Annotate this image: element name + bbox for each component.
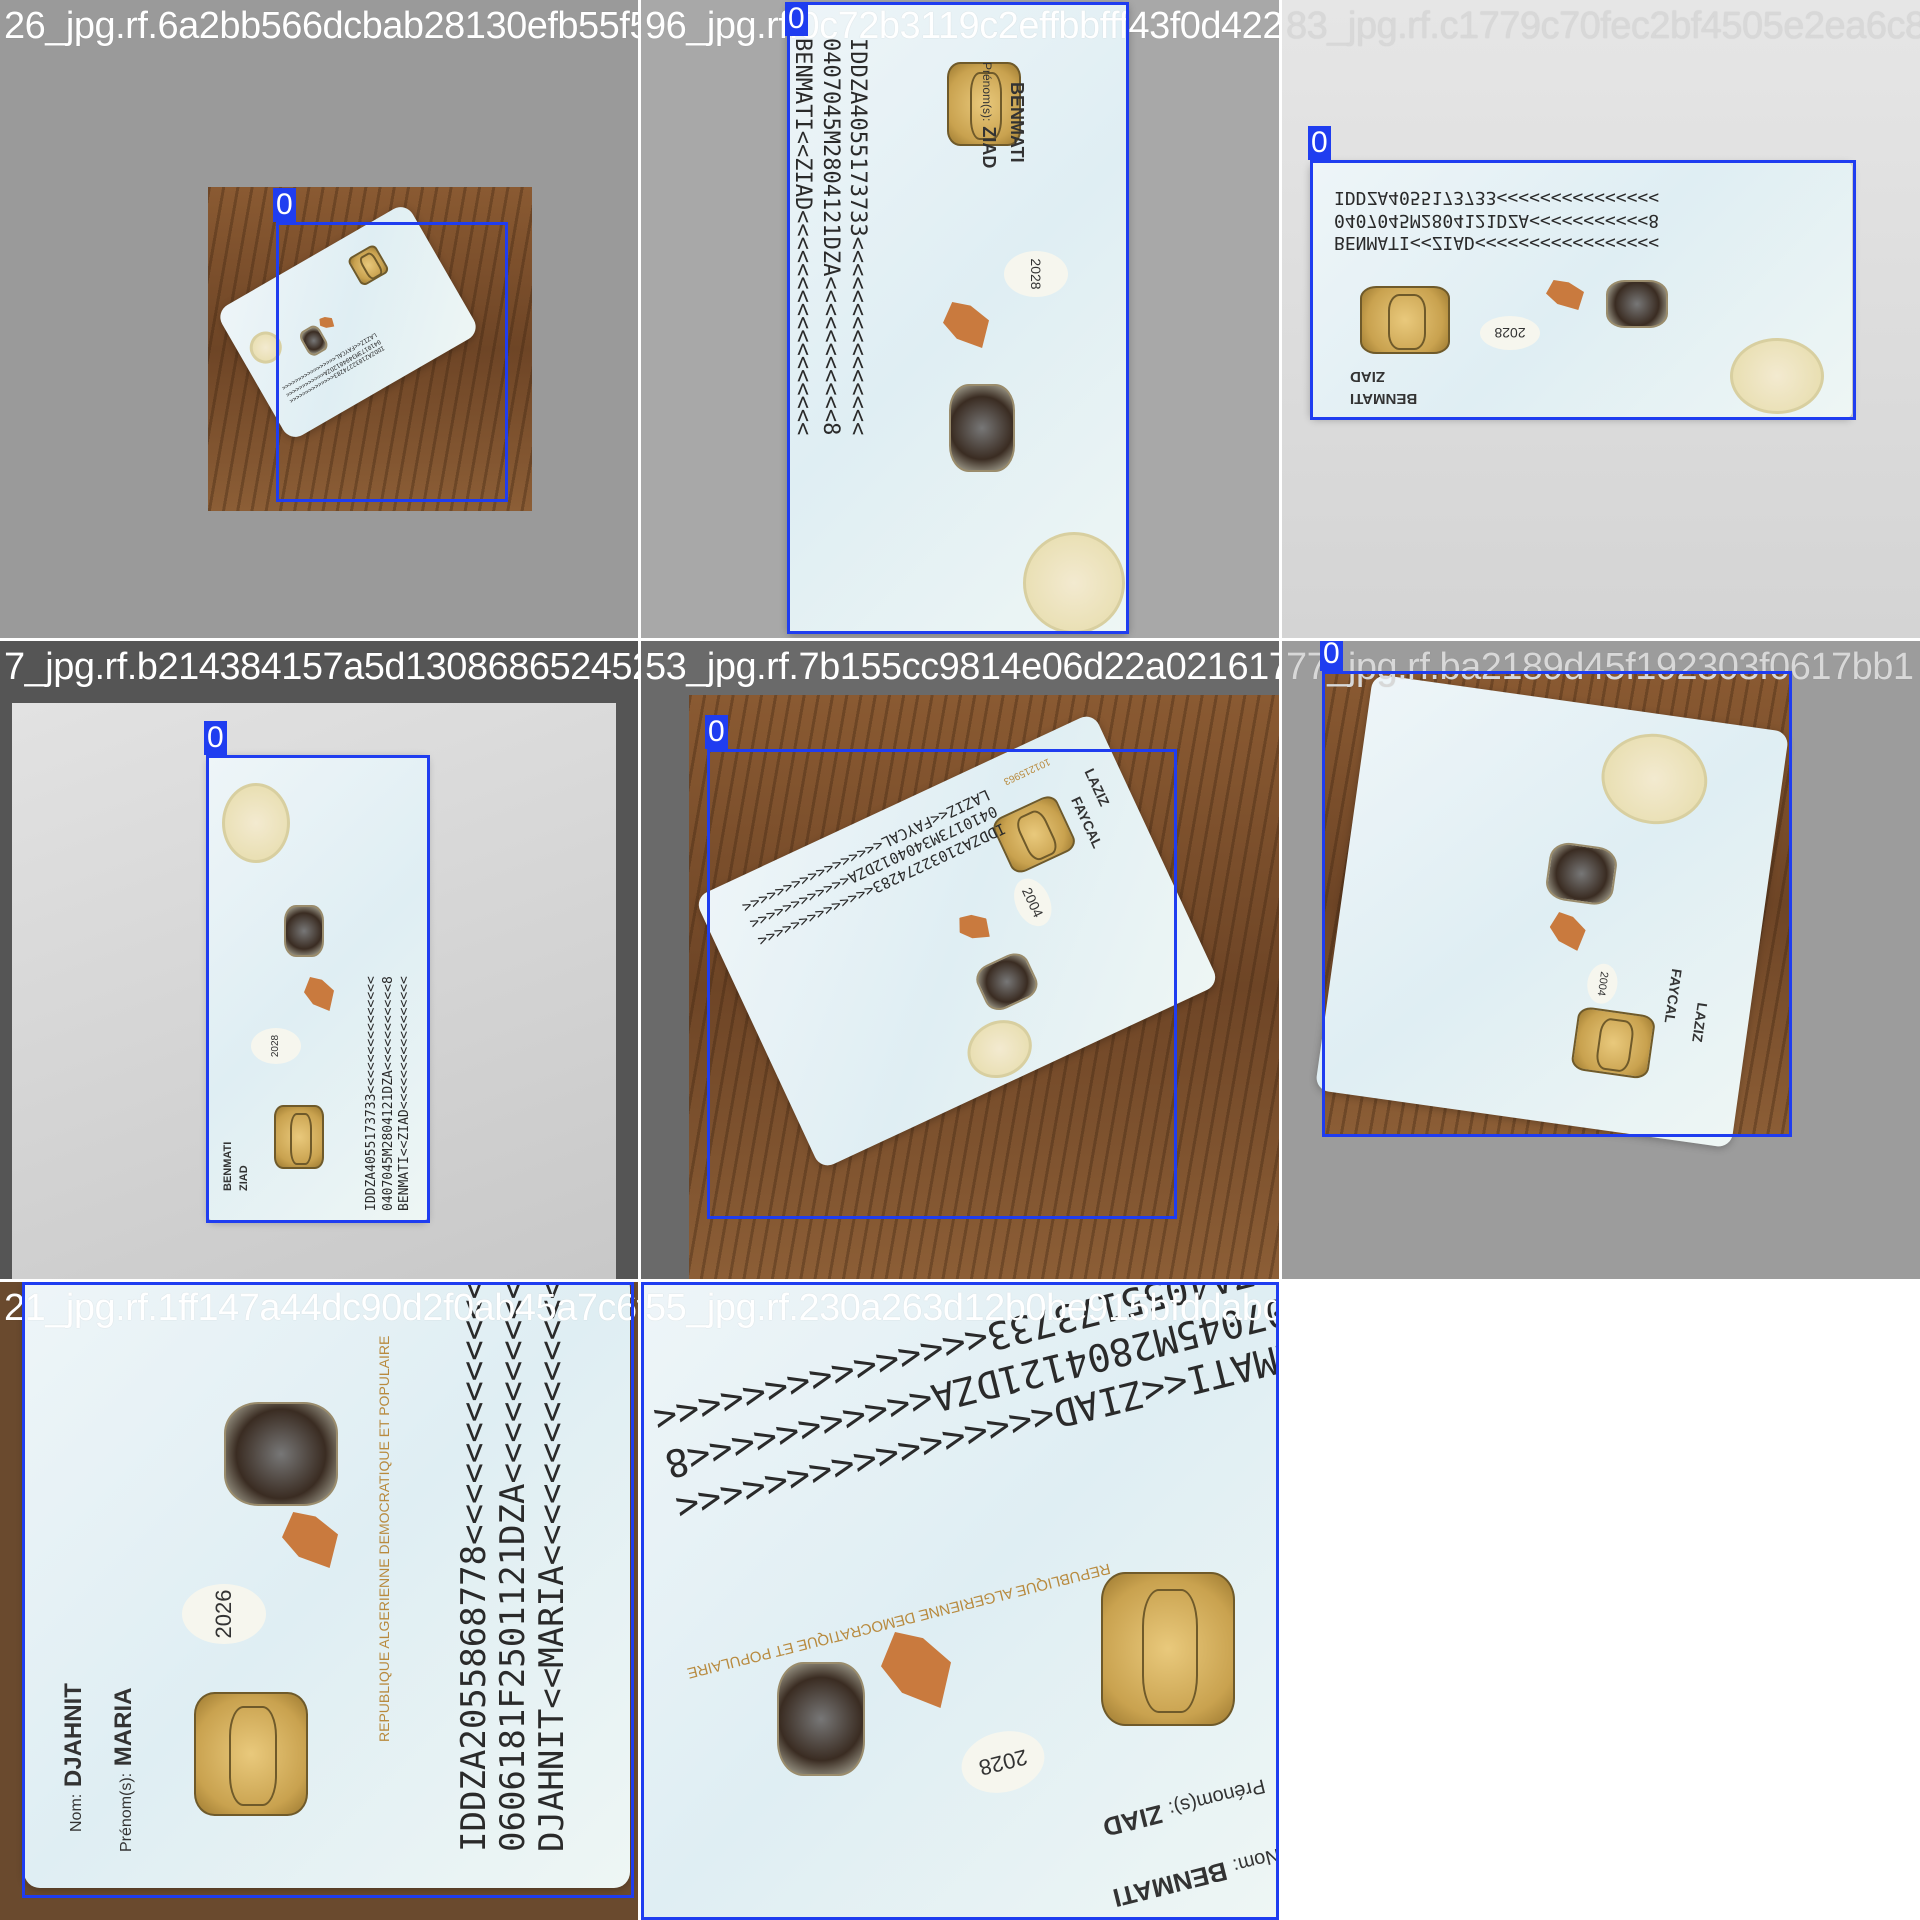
tile-6-filename: 77_jpg.rf.ba2189d45f192303f0617bb1 (1286, 646, 1914, 688)
tile-8: BENMATI<<ZIAD<<<<<<<<<<<<<<<<< 0407045M2… (641, 1282, 1279, 1920)
tile-4-filename: 7_jpg.rf.b214384157a5d1308686524527 (4, 646, 638, 688)
tile-7-filename: 21_jpg.rf.1ff147a44dc90d2f0ab45a7c6f6 (4, 1287, 638, 1329)
tile-6-bbox (1322, 671, 1792, 1137)
tile-2-chip (947, 62, 1021, 146)
tile-2: 2028 BENMATI Prénom(s): ZIAD IDDZA405517… (641, 0, 1279, 638)
tile-2-bbox (787, 2, 1129, 634)
tile-2-bbox-label: 0 (785, 2, 808, 36)
tile-5: 2004 101215963 LAZIZ FAYCAL IDDZA2103227… (641, 641, 1279, 1279)
tile-6-bbox-label: 0 (1320, 641, 1343, 671)
tile-5-filename: 53_jpg.rf.7b155cc9814e06d22a021617 (645, 646, 1279, 688)
tile-5-bbox-label: 0 (705, 715, 728, 749)
tile-8-portrait (777, 1662, 865, 1776)
tile-3-seal (1730, 338, 1824, 414)
tile-7-bbox (22, 1282, 634, 1898)
tile-8-chip (1101, 1572, 1235, 1726)
tile-5-bbox (707, 749, 1177, 1219)
tile-4-bbox (206, 755, 430, 1223)
tile-3-portrait (1606, 280, 1668, 328)
tile-3: BENMATI<<ZIAD<<<<<<<<<<<<<<<<< 0407045M2… (1282, 0, 1920, 638)
tile-4: 2028 IDDZA4055173733<<<<<<<<<<<<<<< 0407… (0, 641, 638, 1279)
tile-1-bbox-label: 0 (273, 188, 296, 222)
tile-1-filename: 26_jpg.rf.6a2bb566dcbab28130efb55f56380a… (4, 5, 638, 47)
tile-7-card: 2026 Nom: DJAHNIT Prénom(s): MARIA REPUB… (24, 1282, 630, 1888)
tile-3-bbox (1310, 160, 1856, 420)
tile-3-chip (1360, 286, 1450, 354)
tile-2-portrait (949, 384, 1015, 472)
tile-8-bbox (641, 1282, 1279, 1920)
tile-3-filename: 83_jpg.rf.c1779c70fec2bf4505e2ea6c8 (1286, 5, 1920, 47)
tile-1-photo: IDDZA21032274283<<<<<<<<<<<<<< 0410173M3… (208, 187, 532, 511)
tile-3-card: BENMATI<<ZIAD<<<<<<<<<<<<<<<<< 0407045M2… (1310, 162, 1852, 418)
tile-4-portrait (284, 905, 324, 957)
tile-4-chip (274, 1105, 324, 1169)
tile-7-chip (194, 1692, 308, 1816)
tile-3-bbox-label: 0 (1308, 126, 1331, 160)
tile-2-filename: 96_jpg.rf.0c72b3119c2effbbfff43f0d42203 (645, 5, 1279, 47)
tile-8-filename: 55_jpg.rf.230a263d12b0be915bfddabd4617d3 (645, 1287, 1279, 1329)
tile-7-portrait (224, 1402, 338, 1506)
tile-1: IDDZA21032274283<<<<<<<<<<<<<< 0410173M3… (0, 0, 638, 638)
tile-4-card: 2028 IDDZA4055173733<<<<<<<<<<<<<<< 0407… (208, 755, 428, 1221)
tile-4-seal (222, 783, 290, 863)
tile-8-card: BENMATI<<ZIAD<<<<<<<<<<<<<<<<< 0407045M2… (641, 1282, 1279, 1920)
tile-4-bbox-label: 0 (204, 721, 227, 755)
tile-1-bbox (276, 222, 508, 502)
tile-6: 2004 LAZIZ FAYCAL IDDZA21032274283<<<<<<… (1282, 641, 1920, 1279)
tile-7: 2026 Nom: DJAHNIT Prénom(s): MARIA REPUB… (0, 1282, 638, 1920)
